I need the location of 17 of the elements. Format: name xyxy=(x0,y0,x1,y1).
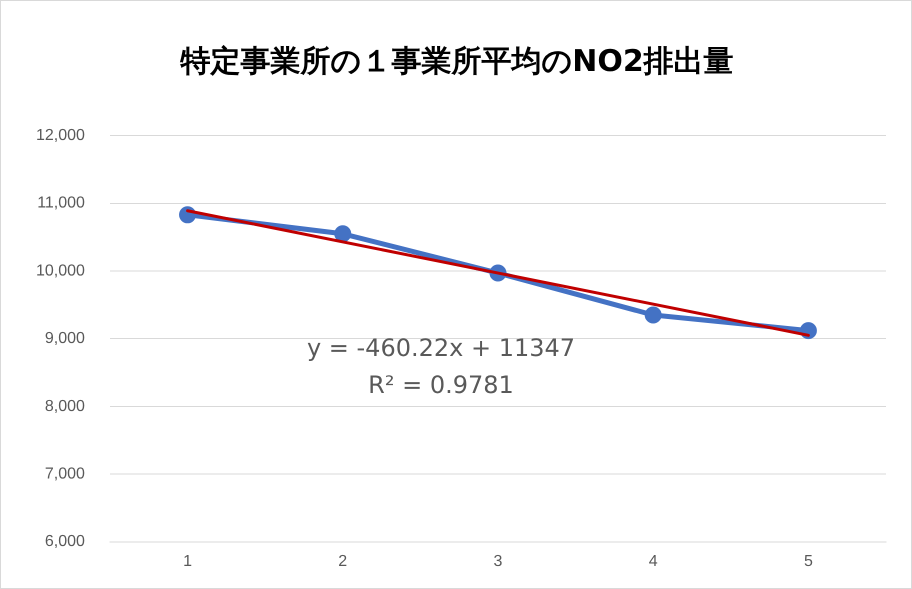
point xyxy=(334,225,352,242)
y-tick-label: 11,000 xyxy=(37,194,86,212)
point xyxy=(644,306,662,324)
chart-title: 特定事業所の１事業所平均のNO2排出量 xyxy=(179,43,735,81)
annotation: R² = 0.9781 xyxy=(367,371,515,399)
annotation: y = -460.22x + 11347 xyxy=(306,334,576,362)
y-tick-label: 9,000 xyxy=(44,330,86,348)
y-tick-label: 6,000 xyxy=(44,533,86,550)
x-tick-label: 4 xyxy=(648,552,658,570)
x-tick-label: 3 xyxy=(494,552,503,570)
x-tick-label: 1 xyxy=(183,552,192,570)
y-tick-label: 7,000 xyxy=(44,466,86,483)
y-tick-label: 12,000 xyxy=(36,127,86,144)
y-tick-label: 10,000 xyxy=(36,262,86,280)
x-tick-label: 5 xyxy=(804,552,813,570)
y-tick-label: 8,000 xyxy=(44,398,86,415)
x-tick-label: 2 xyxy=(338,552,348,570)
